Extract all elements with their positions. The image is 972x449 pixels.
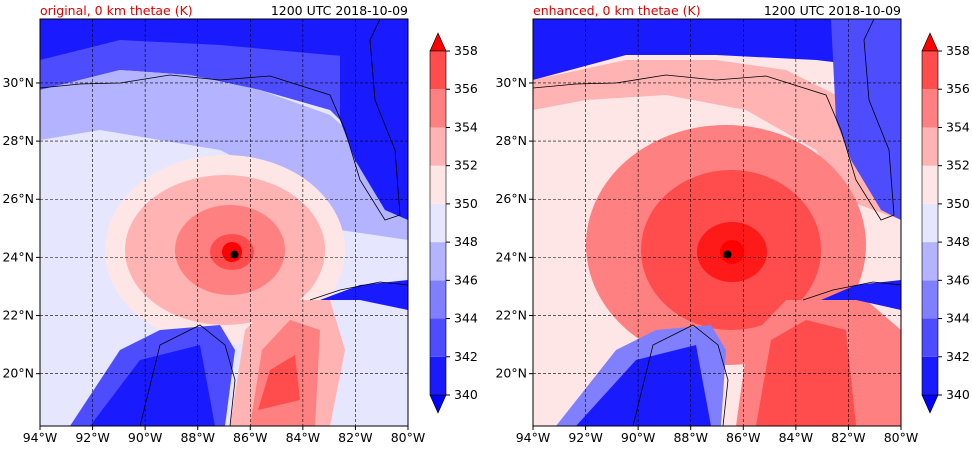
colorbar-segment [430, 280, 446, 319]
panel-title: original, 0 km thetae (K) [40, 3, 193, 18]
colorbar-segment [922, 165, 938, 204]
colorbar: 340 342 344 346 348 350 352 354 356 358 [921, 32, 970, 414]
thetae-field [40, 19, 408, 426]
colorbar-segment [922, 356, 938, 395]
colorbar: 340 342 344 346 348 350 352 354 356 358 [429, 32, 478, 414]
colorbar-segment [922, 51, 938, 90]
colorbar-label: 348 [454, 234, 478, 249]
colorbar-label: 356 [946, 81, 970, 96]
colorbar-label: 350 [454, 196, 478, 211]
colorbar-frame [921, 50, 939, 396]
panel-timestamp: 1200 UTC 2018-10-09 [270, 3, 408, 18]
panel-timestamp: 1200 UTC 2018-10-09 [763, 3, 901, 18]
colorbar-label: 358 [454, 43, 478, 58]
axis-ticks: 94°W 92°W 90°W 88°W 86°W 84°W 82°W 80°W 20°N 22°N… [495, 75, 918, 445]
colorbar-label: 356 [454, 81, 478, 96]
lon-tick-label: 84°W [779, 430, 814, 445]
colorbar-label: 342 [454, 349, 478, 364]
lon-tick-label: 86°W [726, 430, 761, 445]
storm-center-marker [723, 250, 732, 259]
lon-tick-label: 90°W [128, 430, 163, 445]
lat-tick-label: 22°N [2, 308, 34, 323]
lat-tick-label: 22°N [495, 308, 527, 323]
lon-tick-label: 82°W [338, 430, 373, 445]
colorbar-segment [922, 242, 938, 281]
colorbar-label: 340 [454, 387, 478, 402]
lon-tick-label: 86°W [233, 430, 268, 445]
lat-tick-label: 26°N [2, 191, 34, 206]
colorbar-extend-max [429, 32, 447, 52]
colorbar-label: 354 [454, 119, 478, 134]
colorbar-label: 348 [946, 234, 970, 249]
colorbar-segment [430, 89, 446, 128]
map-frame [532, 18, 902, 427]
colorbar-label: 344 [454, 311, 478, 326]
lon-tick-label: 80°W [391, 430, 426, 445]
colorbar-segment [922, 280, 938, 319]
axis-ticks: 94°W 92°W 90°W 88°W 86°W 84°W 82°W 80°W 20°N 22°N… [2, 75, 425, 445]
lat-tick-label: 30°N [2, 75, 34, 90]
colorbar-extend-min [429, 394, 447, 414]
colorbar-segment [430, 318, 446, 357]
lon-tick-label: 92°W [568, 430, 603, 445]
colorbar-extend-min [921, 394, 939, 414]
colorbar-label: 342 [946, 349, 970, 364]
colorbar-label: 346 [454, 272, 478, 287]
lon-tick-label: 82°W [831, 430, 866, 445]
colorbar-segment [430, 165, 446, 204]
lon-tick-label: 88°W [180, 430, 215, 445]
lat-tick-label: 24°N [495, 249, 527, 264]
storm-center-marker [230, 250, 239, 259]
lat-tick-label: 28°N [495, 133, 527, 148]
lat-tick-label: 20°N [495, 366, 527, 381]
map-frame [39, 18, 409, 427]
colorbar-segment [430, 127, 446, 166]
lon-tick-label: 92°W [75, 430, 110, 445]
colorbar-label: 352 [946, 158, 970, 173]
colorbar-segment [922, 127, 938, 166]
colorbar-segment [430, 242, 446, 281]
lon-tick-label: 90°W [621, 430, 656, 445]
colorbar-label: 352 [454, 158, 478, 173]
panel-enhanced: enhanced, 0 km thetae (K) 1200 UTC 2018-… [486, 0, 972, 449]
lon-tick-label: 80°W [884, 430, 919, 445]
colorbar-segment [430, 51, 446, 90]
lat-tick-label: 30°N [495, 75, 527, 90]
lon-tick-label: 94°W [23, 430, 58, 445]
lat-tick-label: 26°N [495, 191, 527, 206]
colorbar-label: 354 [946, 119, 970, 134]
colorbar-segment [922, 318, 938, 357]
lat-tick-label: 20°N [2, 366, 34, 381]
colorbar-label: 344 [946, 311, 970, 326]
panel-original: original, 0 km thetae (K) 1200 UTC 2018-… [2, 3, 478, 445]
colorbar-label: 350 [946, 196, 970, 211]
map-original: 94°W 92°W 90°W 88°W 86°W 84°W 82°W 80°W 20°N 22°N… [2, 18, 478, 445]
lon-tick-label: 94°W [516, 430, 551, 445]
lat-tick-label: 24°N [2, 249, 34, 264]
panel-title: enhanced, 0 km thetae (K) [533, 3, 701, 18]
colorbar-label: 358 [946, 43, 970, 58]
colorbar-segment [430, 356, 446, 395]
thetae-field [533, 19, 901, 426]
colorbar-segment [430, 203, 446, 243]
map-enhanced: 94°W 92°W 90°W 88°W 86°W 84°W 82°W 80°W 20°N 22°N… [495, 18, 970, 445]
colorbar-frame [429, 50, 447, 396]
colorbar-segment [922, 203, 938, 243]
colorbar-extend-max [921, 32, 939, 52]
colorbar-label: 340 [946, 387, 970, 402]
lat-tick-label: 28°N [2, 133, 34, 148]
colorbar-segment [922, 89, 938, 128]
colorbar-label: 346 [946, 272, 970, 287]
lon-tick-label: 88°W [673, 430, 708, 445]
lon-tick-label: 84°W [286, 430, 321, 445]
